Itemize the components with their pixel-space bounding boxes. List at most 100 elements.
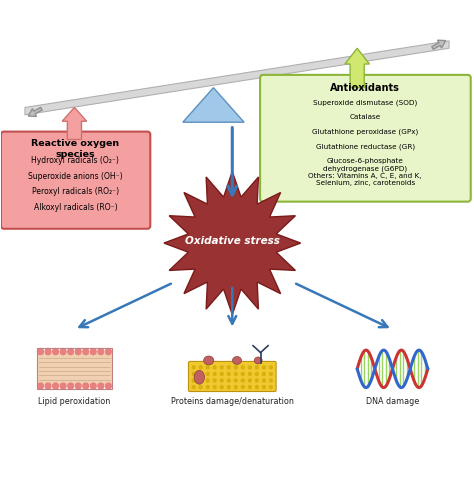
Circle shape — [220, 385, 223, 389]
FancyArrow shape — [432, 40, 446, 49]
Circle shape — [255, 366, 258, 369]
Text: Peroxyl radicals (RO₂⁻): Peroxyl radicals (RO₂⁻) — [32, 187, 119, 196]
Circle shape — [234, 379, 237, 382]
FancyBboxPatch shape — [189, 362, 276, 391]
Circle shape — [241, 379, 244, 382]
Circle shape — [199, 385, 202, 389]
Circle shape — [98, 383, 104, 389]
Text: Alkoxyl radicals (RO⁻): Alkoxyl radicals (RO⁻) — [34, 203, 117, 212]
Text: Hydroxyl radicals (O₂⁻): Hydroxyl radicals (O₂⁻) — [31, 156, 119, 165]
Circle shape — [269, 379, 273, 382]
Circle shape — [248, 379, 251, 382]
Ellipse shape — [254, 357, 262, 364]
Text: Reactive oxygen
species: Reactive oxygen species — [31, 139, 119, 159]
Circle shape — [192, 366, 195, 369]
Circle shape — [234, 385, 237, 389]
Circle shape — [248, 366, 251, 369]
Circle shape — [91, 349, 96, 355]
Text: Antioxidants: Antioxidants — [330, 83, 400, 93]
Circle shape — [206, 372, 209, 375]
Circle shape — [227, 385, 230, 389]
Text: Oxidative stress: Oxidative stress — [185, 236, 280, 246]
Circle shape — [45, 383, 51, 389]
Polygon shape — [164, 172, 301, 314]
Circle shape — [241, 385, 244, 389]
Circle shape — [213, 385, 216, 389]
Polygon shape — [183, 88, 244, 122]
Circle shape — [248, 372, 251, 375]
FancyBboxPatch shape — [1, 131, 150, 229]
Circle shape — [192, 385, 195, 389]
Circle shape — [227, 372, 230, 375]
Circle shape — [213, 366, 216, 369]
Text: Catalase: Catalase — [349, 114, 381, 120]
Circle shape — [199, 366, 202, 369]
Polygon shape — [25, 41, 449, 115]
Text: Lipid peroxidation: Lipid peroxidation — [38, 397, 110, 406]
Circle shape — [227, 366, 230, 369]
Circle shape — [213, 372, 216, 375]
FancyArrow shape — [345, 48, 369, 88]
Circle shape — [269, 366, 273, 369]
Circle shape — [263, 385, 265, 389]
Circle shape — [227, 379, 230, 382]
Circle shape — [255, 379, 258, 382]
Circle shape — [68, 349, 73, 355]
Text: Others: Vitamins A, C, E, and K,
Selenium, zinc, carotenoids: Others: Vitamins A, C, E, and K, Seleniu… — [309, 173, 422, 186]
Circle shape — [255, 372, 258, 375]
Circle shape — [206, 385, 209, 389]
Circle shape — [37, 349, 44, 355]
FancyArrow shape — [28, 107, 42, 117]
Circle shape — [263, 372, 265, 375]
Circle shape — [68, 383, 73, 389]
Circle shape — [83, 349, 89, 355]
Circle shape — [220, 372, 223, 375]
Circle shape — [206, 379, 209, 382]
Text: Glutathione reductase (GR): Glutathione reductase (GR) — [316, 143, 415, 150]
Circle shape — [248, 385, 251, 389]
Circle shape — [192, 372, 195, 375]
Circle shape — [53, 349, 58, 355]
Circle shape — [269, 385, 273, 389]
Ellipse shape — [194, 371, 204, 384]
Circle shape — [45, 349, 51, 355]
Text: DNA damage: DNA damage — [366, 397, 419, 406]
Text: Proteins damage/denaturation: Proteins damage/denaturation — [171, 397, 294, 406]
Circle shape — [263, 366, 265, 369]
Circle shape — [199, 372, 202, 375]
Circle shape — [220, 366, 223, 369]
FancyArrow shape — [62, 108, 87, 139]
Text: Glucose-6-phosphate
dehydrogenase (G6PD): Glucose-6-phosphate dehydrogenase (G6PD) — [323, 158, 407, 172]
Circle shape — [37, 383, 44, 389]
Circle shape — [105, 383, 111, 389]
Circle shape — [220, 379, 223, 382]
Circle shape — [199, 379, 202, 382]
Circle shape — [234, 366, 237, 369]
FancyBboxPatch shape — [36, 353, 112, 384]
Circle shape — [91, 383, 96, 389]
Circle shape — [234, 372, 237, 375]
Bar — [36, 348, 112, 389]
Circle shape — [263, 379, 265, 382]
Circle shape — [60, 383, 66, 389]
Circle shape — [241, 372, 244, 375]
Circle shape — [83, 383, 89, 389]
Circle shape — [75, 383, 81, 389]
Circle shape — [255, 385, 258, 389]
Text: Superoxide dismutase (SOD): Superoxide dismutase (SOD) — [313, 99, 417, 106]
Ellipse shape — [232, 357, 242, 365]
Ellipse shape — [204, 356, 214, 365]
Circle shape — [192, 379, 195, 382]
Text: Superoxide anions (OH⁻): Superoxide anions (OH⁻) — [28, 172, 123, 181]
Circle shape — [60, 349, 66, 355]
Circle shape — [206, 366, 209, 369]
FancyBboxPatch shape — [260, 75, 471, 202]
Circle shape — [213, 379, 216, 382]
Circle shape — [53, 383, 58, 389]
Circle shape — [241, 366, 244, 369]
Text: Glutathione peroxidase (GPx): Glutathione peroxidase (GPx) — [312, 128, 418, 135]
Circle shape — [75, 349, 81, 355]
Circle shape — [269, 372, 273, 375]
Circle shape — [105, 349, 111, 355]
Circle shape — [98, 349, 104, 355]
